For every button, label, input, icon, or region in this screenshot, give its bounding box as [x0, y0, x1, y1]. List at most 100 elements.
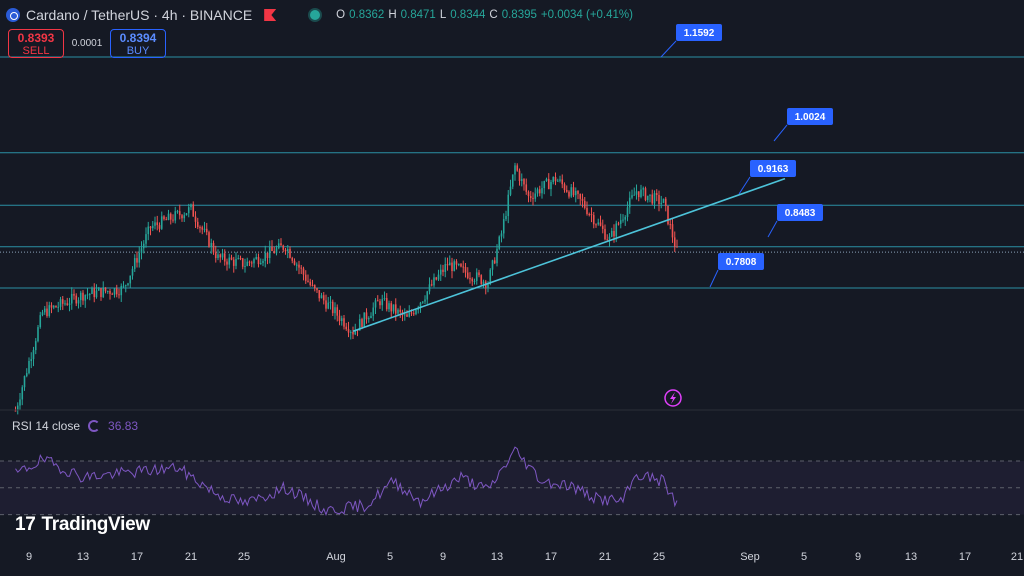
x-tick-label: 25: [237, 551, 251, 563]
candle-body: [271, 246, 273, 252]
candle-body: [178, 211, 181, 216]
candle-body: [327, 302, 330, 309]
candle-body: [124, 285, 127, 287]
candle-body: [165, 219, 168, 221]
candle-body: [559, 179, 561, 181]
candle-body: [523, 179, 525, 185]
candle-body: [68, 303, 71, 305]
candle-body: [91, 288, 93, 294]
candle-body: [266, 252, 269, 258]
candle-body: [536, 189, 539, 194]
candle-body: [313, 285, 316, 289]
candle-body: [633, 194, 636, 196]
candle-body: [529, 196, 532, 198]
candle-body: [167, 213, 170, 220]
candle-body: [300, 267, 303, 269]
candle-body: [230, 257, 233, 260]
callout-box: [777, 204, 823, 221]
rsi-line: [15, 446, 678, 516]
x-tick-label: 17: [544, 551, 558, 563]
x-tick-label: 9: [854, 551, 862, 563]
candle-body: [457, 264, 460, 266]
x-tick-label: 13: [904, 551, 918, 563]
candle-body: [520, 179, 523, 181]
candle-body: [212, 243, 215, 253]
candle-body: [453, 261, 456, 272]
candle-body: [214, 252, 217, 259]
candle-body: [505, 216, 507, 220]
candle-body: [307, 280, 309, 282]
candle-body: [383, 298, 386, 300]
change-value: +0.0034 (+0.41%): [540, 9, 633, 21]
candle-body: [131, 268, 134, 276]
candle-body: [509, 186, 512, 195]
candle-body: [577, 190, 579, 194]
candle-body: [502, 219, 505, 234]
candle-body: [302, 268, 305, 275]
candle-body: [223, 253, 226, 262]
candle-body: [325, 300, 327, 309]
candle-body: [545, 178, 548, 181]
candle-body: [176, 211, 179, 213]
candle-body: [579, 193, 582, 199]
buy-button[interactable]: 0.8394 BUY: [110, 29, 166, 58]
candle-body: [28, 361, 30, 374]
candle-body: [570, 187, 573, 197]
candle-body: [421, 301, 424, 303]
flag-icon[interactable]: [264, 9, 277, 21]
chart-header: Cardano / TetherUS · 4h · BINANCE O 0.836…: [6, 5, 633, 25]
candle-body: [554, 177, 557, 182]
candle-body: [435, 277, 438, 280]
candle-body: [615, 223, 618, 237]
candle-body: [86, 294, 89, 296]
candle-body: [489, 269, 492, 285]
candle-body: [619, 220, 622, 224]
candle-body: [381, 299, 384, 306]
candle-body: [460, 264, 462, 267]
candle-body: [109, 291, 111, 294]
candle-body: [79, 292, 82, 301]
lightning-icon[interactable]: [664, 389, 682, 407]
trendline-layer: [352, 177, 786, 332]
candle-body: [75, 295, 78, 304]
candle-body: [23, 376, 26, 388]
candle-body: [597, 222, 600, 225]
callout-box: [676, 24, 722, 41]
callout-label: 1.1592: [684, 28, 715, 39]
candle-body: [496, 248, 498, 264]
candle-body: [403, 314, 406, 316]
candle-body: [538, 189, 541, 194]
candle-body: [487, 284, 489, 288]
candle-body: [624, 217, 627, 220]
candle-body: [217, 254, 219, 259]
candle-body: [221, 253, 224, 258]
refresh-icon[interactable]: [88, 420, 101, 432]
candle-body: [203, 228, 206, 230]
candle-body: [205, 228, 208, 233]
x-tick-label: 17: [130, 551, 144, 563]
candle-body: [282, 245, 285, 250]
candle-body: [190, 204, 192, 208]
candle-body: [237, 258, 240, 260]
candle-body: [201, 227, 204, 230]
symbol-title[interactable]: Cardano / TetherUS · 4h · BINANCE: [26, 7, 253, 23]
candle-body: [655, 193, 658, 195]
candle-body: [151, 225, 154, 229]
candle-body: [525, 184, 528, 192]
candle-body: [583, 200, 586, 208]
rsi-label[interactable]: RSI 14 close: [12, 419, 81, 433]
callout-box: [750, 160, 796, 177]
candle-body: [617, 223, 620, 225]
x-tick-label: 21: [598, 551, 612, 563]
sell-button[interactable]: 0.8393 SELL: [8, 29, 64, 58]
candle-body: [394, 304, 397, 314]
candle-body: [48, 305, 51, 317]
candle-body: [448, 262, 451, 266]
candle-body: [568, 191, 570, 197]
callout-leader: [709, 269, 719, 288]
candle-body: [424, 299, 426, 302]
candle-body: [192, 204, 195, 217]
x-tick-label: 9: [25, 551, 33, 563]
candle-body: [127, 283, 129, 286]
